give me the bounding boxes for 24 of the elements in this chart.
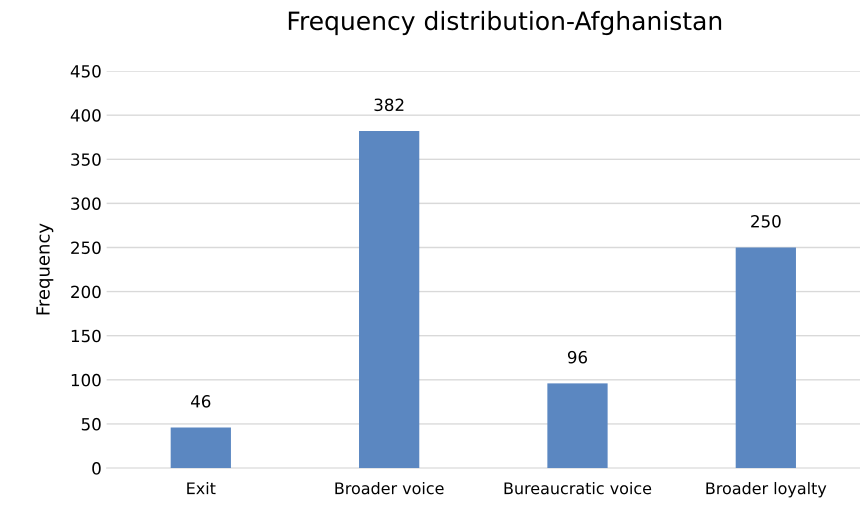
y-tick-label: 400 bbox=[70, 109, 101, 122]
y-tick-label: 450 bbox=[70, 64, 101, 78]
y-tick-label: 0 bbox=[92, 462, 101, 475]
y-tick-label: 50 bbox=[82, 418, 101, 431]
bar bbox=[547, 383, 608, 468]
x-tick-label: Exit bbox=[187, 482, 216, 494]
bar bbox=[736, 247, 796, 468]
data-label: 250 bbox=[751, 214, 781, 228]
x-tick-label: Bureaucratic voice bbox=[504, 482, 652, 494]
x-tick-label: Broader loyalty bbox=[706, 482, 826, 498]
y-tick-label: 300 bbox=[71, 197, 101, 210]
y-tick-label: 250 bbox=[71, 241, 101, 254]
y-tick-label: 150 bbox=[72, 330, 101, 342]
bar bbox=[359, 131, 420, 468]
x-tick-label: Broader voice bbox=[335, 482, 444, 494]
bar bbox=[170, 427, 231, 468]
data-label: 96 bbox=[568, 350, 588, 364]
chart-title: Frequency distribution-Afghanistan bbox=[288, 10, 722, 36]
y-tick-label: 200 bbox=[71, 286, 101, 298]
y-axis-title: Frequency bbox=[36, 223, 54, 314]
y-tick-label: 100 bbox=[72, 374, 101, 386]
y-tick-label: 350 bbox=[71, 153, 101, 166]
data-label: 382 bbox=[374, 98, 404, 112]
data-label: 46 bbox=[191, 394, 210, 408]
